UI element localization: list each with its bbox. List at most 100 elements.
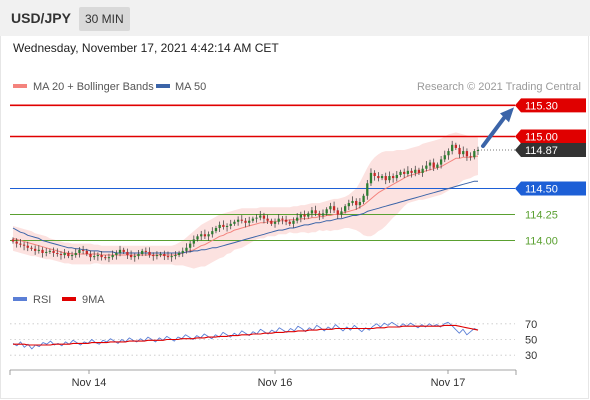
level-tag-text: 115.30 xyxy=(525,100,558,112)
candle-body xyxy=(462,151,465,155)
candle-body xyxy=(366,183,369,196)
candle-body xyxy=(93,256,96,258)
candle-body xyxy=(85,250,88,255)
candle xyxy=(343,204,347,214)
candle xyxy=(192,235,195,247)
candle xyxy=(473,148,476,160)
candle xyxy=(244,218,247,228)
candle-body xyxy=(111,255,114,258)
candle xyxy=(225,223,229,232)
candle-body xyxy=(207,234,210,237)
candle-body xyxy=(196,236,199,240)
candle xyxy=(240,215,243,224)
legend-rsi-swatch xyxy=(13,297,27,301)
rsi-9ma-line xyxy=(13,324,479,346)
candle-body xyxy=(225,225,229,227)
candle xyxy=(270,218,273,226)
candle-body xyxy=(391,176,395,179)
candle-body xyxy=(59,254,63,256)
level-lines-layer xyxy=(10,104,515,241)
candle xyxy=(458,144,461,159)
candle-body xyxy=(70,255,74,257)
candle-body xyxy=(52,250,55,253)
candle xyxy=(332,201,336,214)
candle xyxy=(425,161,428,172)
candle xyxy=(107,253,111,263)
candle-body xyxy=(133,256,136,258)
candle-body xyxy=(443,155,446,160)
candle xyxy=(89,250,92,262)
candle-body xyxy=(11,239,15,242)
candle-body xyxy=(115,252,118,256)
candle xyxy=(465,148,469,161)
candle-body xyxy=(380,176,384,179)
candle-body xyxy=(325,209,328,214)
candle xyxy=(218,221,221,232)
candle xyxy=(358,198,362,209)
candle-body xyxy=(421,168,424,173)
candle xyxy=(273,218,277,228)
candle-body xyxy=(259,215,262,218)
candle xyxy=(403,168,406,178)
candle xyxy=(314,205,317,217)
candle xyxy=(37,245,40,254)
x-tick-label: Nov 14 xyxy=(72,377,107,389)
candle xyxy=(118,245,122,257)
candle xyxy=(347,199,350,211)
candle xyxy=(318,210,321,221)
candle-body xyxy=(185,247,188,251)
candle xyxy=(78,247,81,258)
projection-arrow-shaft xyxy=(481,113,508,149)
header-bar: USD/JPY 30 MIN xyxy=(0,0,590,36)
candle-body xyxy=(399,171,402,175)
candle xyxy=(67,250,70,259)
candle-body xyxy=(218,224,221,229)
candle xyxy=(233,219,236,226)
candle xyxy=(126,248,129,259)
legend-ma50-swatch xyxy=(156,84,170,88)
candle-body xyxy=(355,200,358,206)
candle xyxy=(188,240,192,253)
candle xyxy=(59,251,63,260)
legend-9ma-label: 9MA xyxy=(82,294,105,306)
candle-body xyxy=(299,214,303,218)
candle xyxy=(211,227,214,238)
candle-body xyxy=(266,218,269,221)
candle xyxy=(222,220,225,230)
candle xyxy=(310,207,314,218)
candle xyxy=(152,252,155,261)
legend-rsi-label: RSI xyxy=(33,294,51,306)
candle-body xyxy=(251,218,255,221)
candle xyxy=(56,248,59,257)
candle-body xyxy=(414,169,417,173)
rsi-tick-label: 50 xyxy=(525,335,537,347)
candle-body xyxy=(336,210,339,215)
x-tick-label: Nov 17 xyxy=(431,377,466,389)
projection-arrow-layer xyxy=(481,107,514,149)
candle xyxy=(144,247,148,256)
timeframe-badge[interactable]: 30 MIN xyxy=(79,7,130,31)
candle xyxy=(214,225,218,234)
candle-body xyxy=(214,228,218,232)
candle-body xyxy=(332,206,336,211)
candle xyxy=(366,179,369,200)
candle-body xyxy=(270,220,273,224)
candle-body xyxy=(417,169,421,173)
candle xyxy=(462,146,465,157)
candle xyxy=(288,219,291,226)
candle xyxy=(45,247,48,257)
candle xyxy=(454,142,458,151)
legend-ma20-label: MA 20 + Bollinger Bands xyxy=(33,81,154,93)
candle-body xyxy=(155,255,159,257)
candle-body xyxy=(473,151,476,158)
candle-body xyxy=(181,250,184,253)
candle xyxy=(325,207,328,216)
candle-body xyxy=(292,220,295,224)
candle-body xyxy=(377,176,380,179)
candle xyxy=(476,146,480,156)
candle xyxy=(115,250,118,260)
candle xyxy=(395,171,398,182)
candle-body xyxy=(343,206,347,212)
candle-body xyxy=(188,243,192,248)
